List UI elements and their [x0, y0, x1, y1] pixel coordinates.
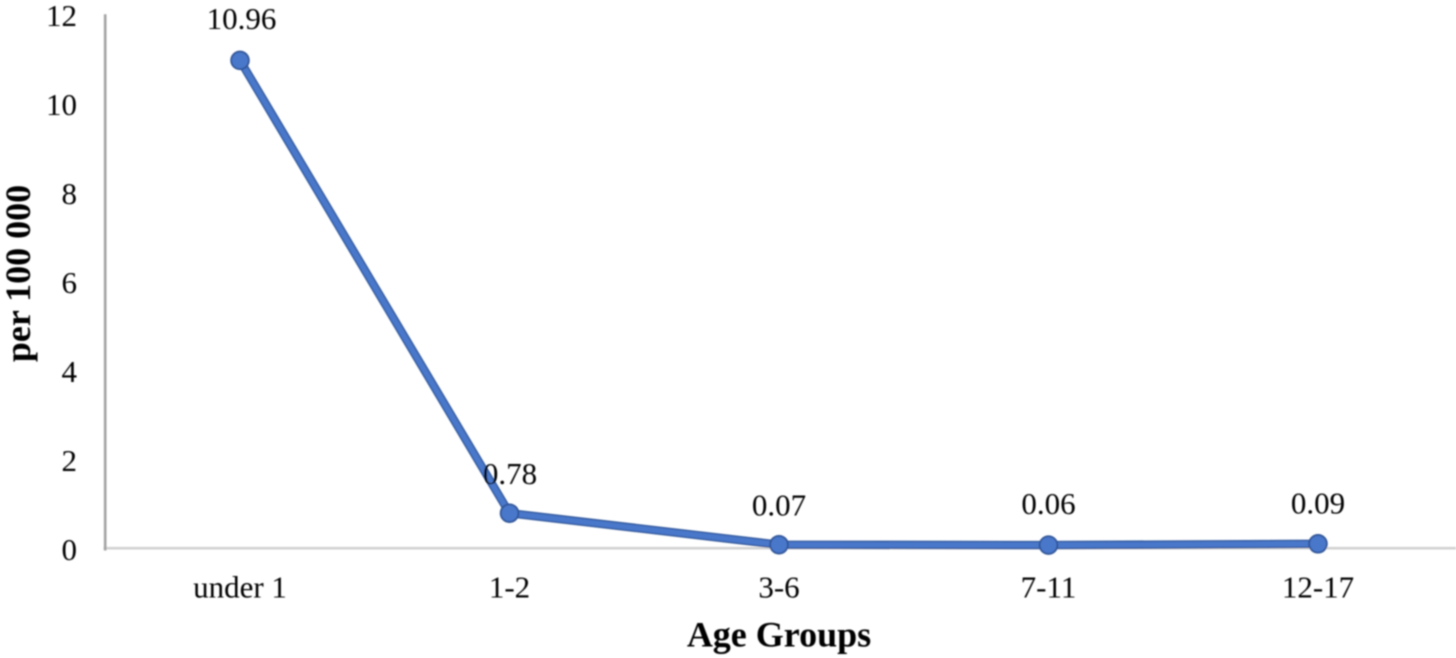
svg-text:7-11: 7-11: [1021, 570, 1077, 605]
svg-text:2: 2: [62, 443, 78, 478]
svg-text:10: 10: [46, 87, 77, 122]
svg-text:under 1: under 1: [193, 570, 287, 605]
svg-text:10.96: 10.96: [207, 1, 277, 36]
svg-text:0: 0: [62, 532, 78, 567]
svg-text:0.07: 0.07: [752, 487, 806, 522]
svg-text:0.06: 0.06: [1021, 486, 1075, 521]
svg-text:per 100 000: per 100 000: [0, 185, 38, 362]
svg-text:4: 4: [62, 354, 78, 389]
svg-text:12-17: 12-17: [1282, 570, 1354, 605]
svg-text:0.09: 0.09: [1291, 486, 1345, 521]
svg-text:6: 6: [62, 265, 78, 300]
svg-text:3-6: 3-6: [758, 570, 799, 605]
svg-text:8: 8: [62, 176, 78, 211]
svg-text:Age Groups: Age Groups: [687, 615, 871, 655]
svg-text:0.78: 0.78: [483, 456, 537, 491]
svg-text:1-2: 1-2: [489, 570, 530, 605]
svg-text:12: 12: [46, 0, 77, 33]
